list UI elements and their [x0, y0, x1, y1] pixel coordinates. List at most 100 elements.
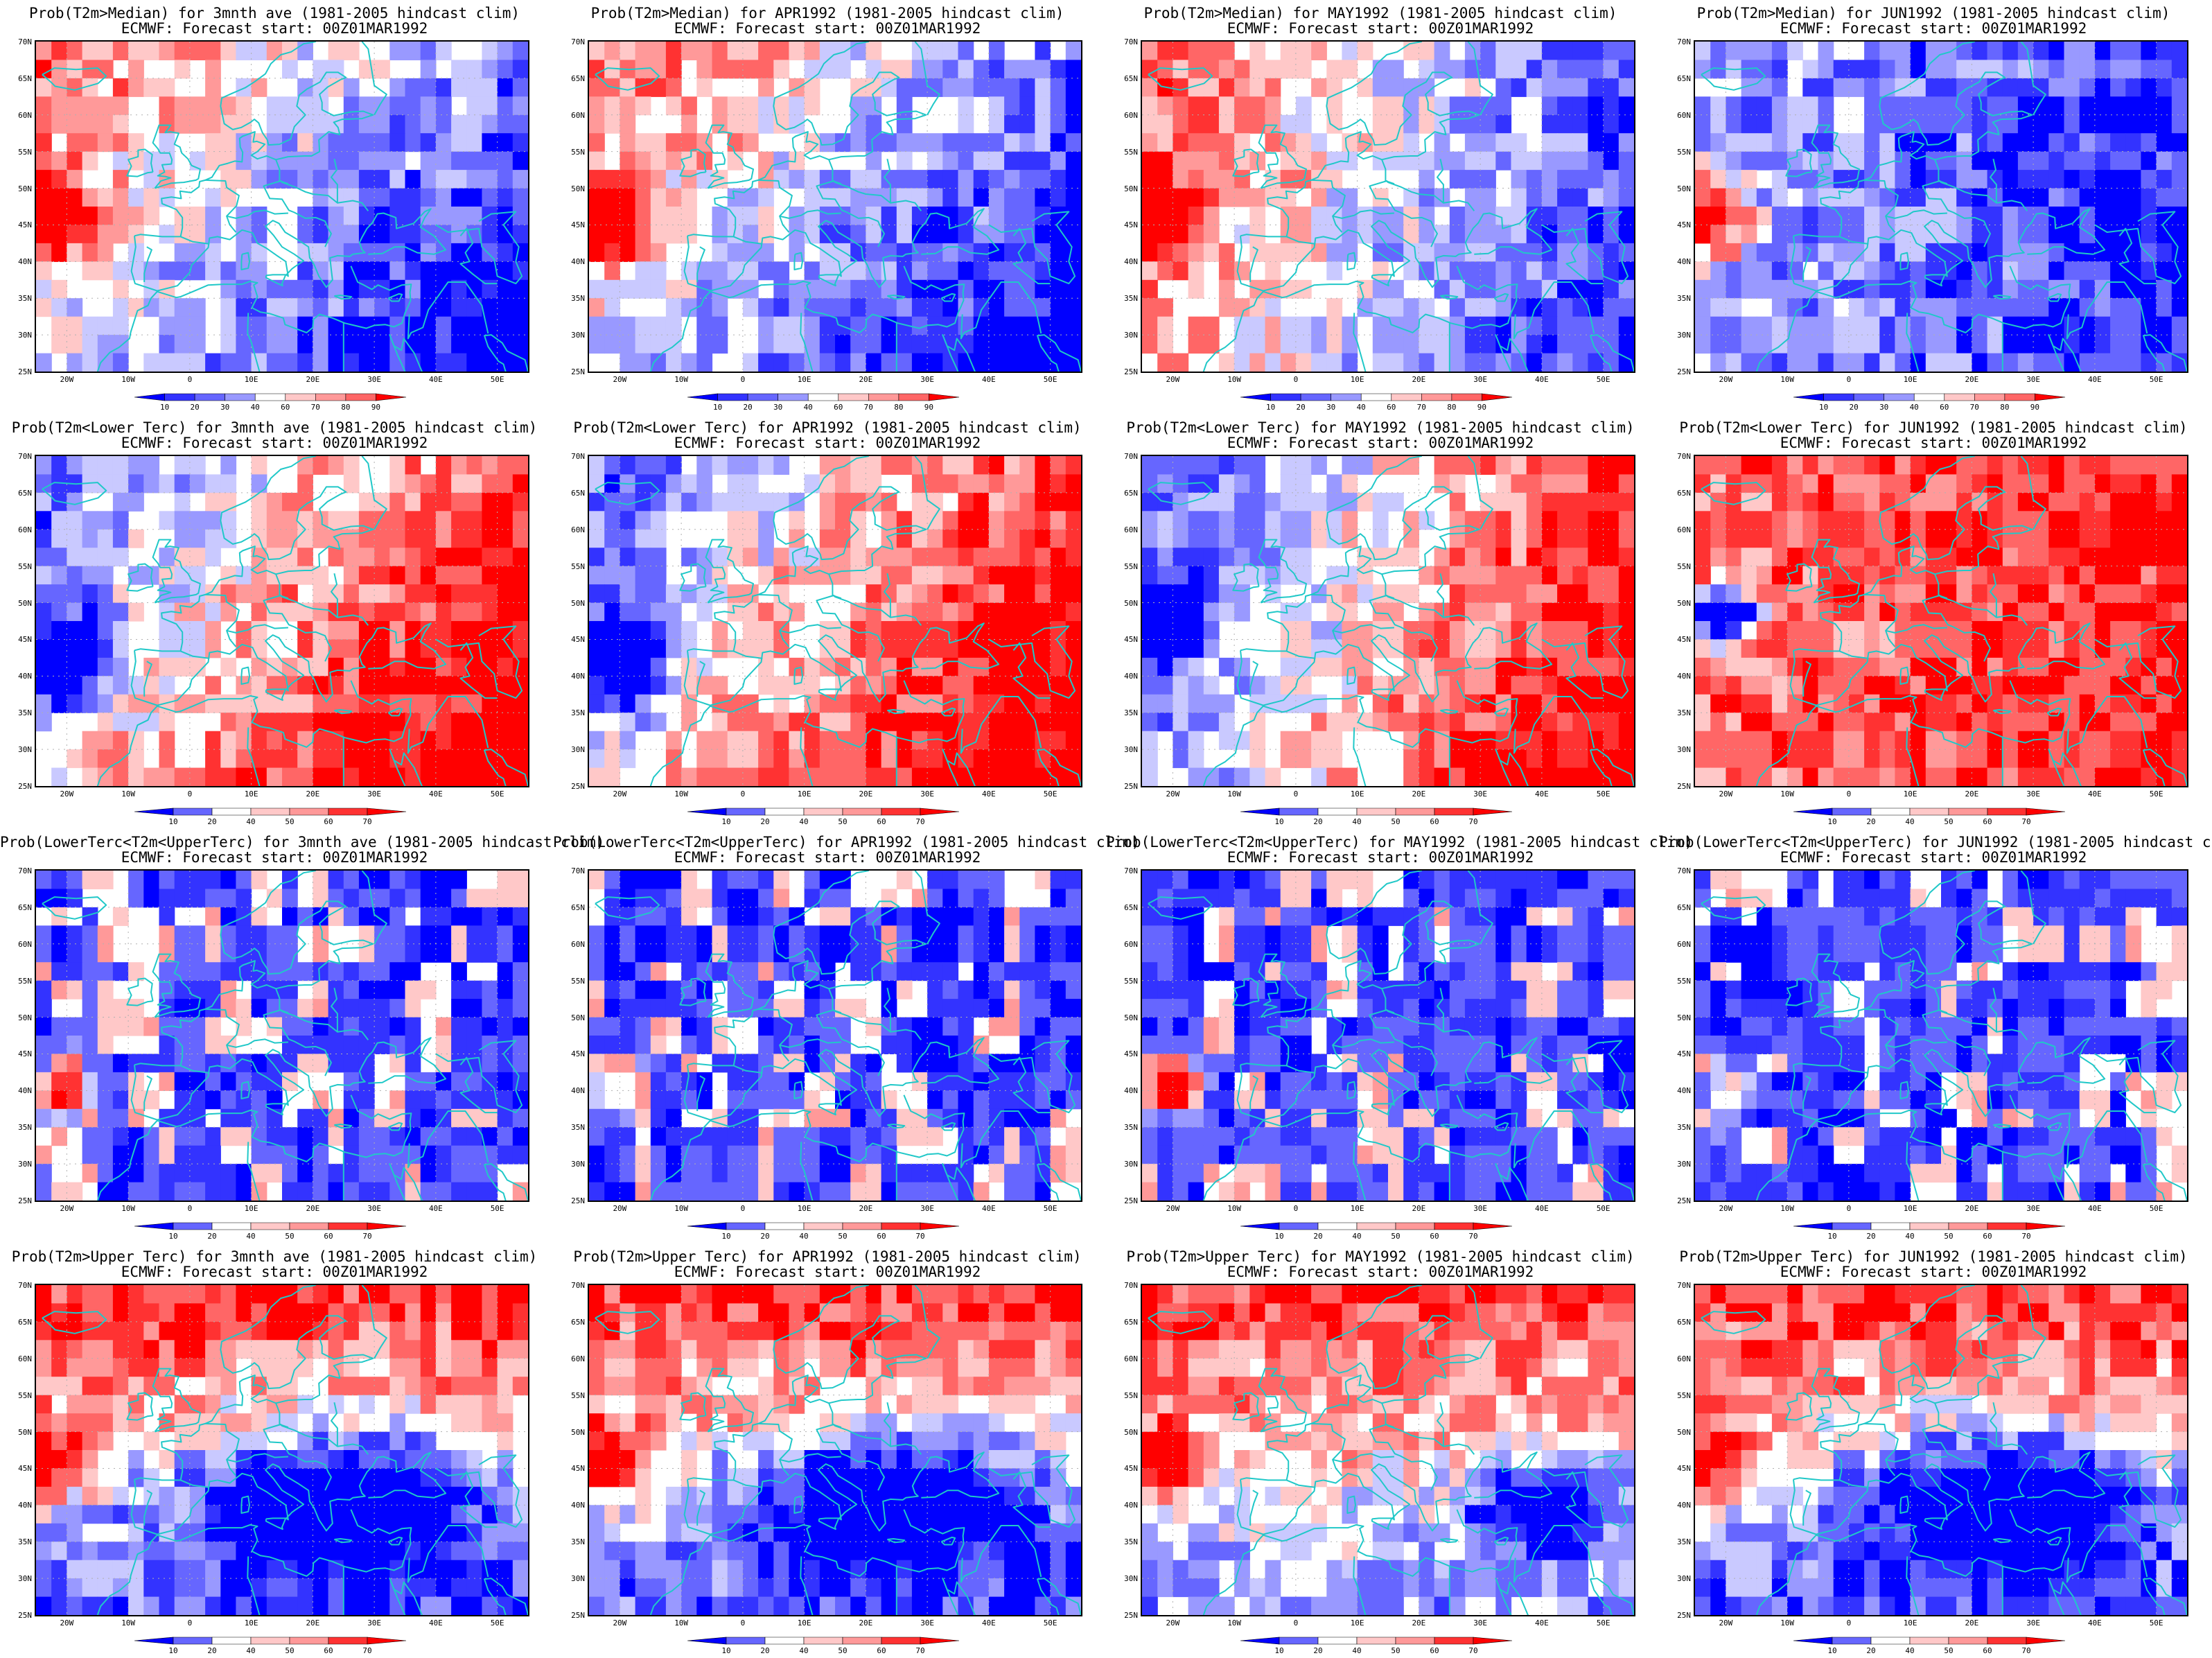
coastline — [2143, 334, 2187, 372]
probability-cell — [405, 170, 421, 189]
lon-tick-label: 10W — [1227, 789, 1242, 799]
probability-cell — [958, 114, 974, 134]
probability-cell — [789, 676, 805, 695]
probability-cell — [1864, 474, 1880, 494]
probability-cell — [727, 749, 744, 769]
probability-cell — [973, 492, 990, 512]
probability-cell — [435, 225, 452, 244]
probability-cell — [2125, 335, 2142, 354]
colorbar-tick-label: 40 — [799, 817, 808, 826]
probability-cell — [128, 566, 144, 585]
probability-cell — [1526, 694, 1543, 713]
probability-cell — [1434, 713, 1450, 732]
probability-cell — [205, 114, 221, 134]
probability-cell — [1741, 676, 1757, 695]
probability-cell — [1173, 657, 1189, 677]
probability-cell — [1065, 584, 1081, 604]
probability-cell — [1802, 676, 1819, 695]
coastline — [1495, 749, 1529, 786]
probability-cell — [1588, 243, 1604, 262]
probability-cell — [1864, 529, 1880, 548]
probability-cell — [451, 925, 467, 945]
probability-cell — [1787, 713, 1803, 732]
probability-cell — [2033, 243, 2049, 262]
probability-cell — [1987, 225, 2003, 244]
panel-title: Prob(T2m>Median) for 3mnth ave (1981-200… — [28, 5, 520, 21]
probability-cell — [51, 151, 67, 171]
lat-tick-label: 60N — [571, 525, 585, 534]
probability-cell — [1895, 60, 1911, 79]
probability-cell — [942, 566, 959, 585]
coastline — [1467, 456, 1493, 530]
probability-cell — [1972, 60, 1988, 79]
probability-cell — [1818, 207, 1834, 225]
probability-cell — [205, 602, 221, 622]
probability-cell — [1019, 188, 1036, 207]
probability-cell — [512, 279, 528, 299]
coastline — [1353, 727, 1367, 786]
probability-cell — [1848, 456, 1865, 475]
probability-cell — [1218, 529, 1235, 548]
probability-cell — [466, 980, 483, 1000]
probability-cell — [2094, 731, 2111, 750]
probability-cell — [2033, 474, 2049, 494]
probability-cell — [1188, 60, 1204, 79]
coastline — [435, 625, 523, 699]
probability-cell — [1203, 639, 1220, 658]
colorbar-swatch — [1395, 808, 1435, 816]
probability-cell — [251, 657, 267, 677]
probability-cell — [835, 335, 851, 354]
probability-cell — [2125, 749, 2142, 769]
probability-cell — [1771, 566, 1788, 585]
probability-cell — [451, 657, 467, 677]
probability-cell — [420, 871, 437, 889]
probability-cell — [650, 529, 667, 548]
probability-cell — [927, 749, 943, 769]
probability-cell — [358, 907, 375, 926]
probability-cell — [128, 60, 144, 79]
probability-cell — [435, 170, 452, 189]
probability-cell — [1741, 694, 1757, 713]
colorbar-tick-label: 10 — [168, 817, 177, 826]
probability-cell — [497, 78, 514, 97]
probability-cell — [589, 298, 605, 317]
lat-tick-label: 45N — [1124, 220, 1138, 230]
probability-field — [36, 456, 528, 786]
probability-cell — [1557, 243, 1573, 262]
probability-cell — [1557, 694, 1573, 713]
colorbar-swatch — [1270, 393, 1301, 401]
probability-cell — [1280, 474, 1297, 494]
probability-cell — [112, 279, 129, 299]
probability-cell — [620, 639, 636, 658]
probability-cell — [973, 243, 990, 262]
probability-cell — [420, 676, 437, 695]
probability-cell — [497, 316, 514, 335]
probability-cell — [389, 657, 406, 677]
probability-cell — [374, 602, 390, 622]
probability-cell — [850, 676, 866, 695]
probability-cell — [466, 731, 483, 750]
probability-cell — [1541, 731, 1558, 750]
probability-cell — [1265, 298, 1281, 317]
probability-cell — [1218, 548, 1235, 567]
probability-cell — [1695, 548, 1711, 567]
probability-cell — [2156, 456, 2172, 475]
probability-cell — [51, 243, 67, 262]
colorbar-swatch — [1987, 808, 2027, 816]
probability-cell — [712, 298, 728, 317]
lat-tick-label: 35N — [571, 294, 585, 304]
probability-cell — [1695, 657, 1711, 677]
probability-cell — [1295, 731, 1312, 750]
probability-cell — [1311, 188, 1327, 207]
coastline — [1495, 334, 1529, 372]
probability-cell — [389, 529, 406, 548]
probability-cell — [1987, 511, 2003, 530]
probability-cell — [1572, 492, 1589, 512]
probability-cell — [804, 676, 820, 695]
probability-cell — [143, 657, 160, 677]
probability-cell — [896, 207, 913, 225]
probability-cell — [1449, 335, 1466, 354]
probability-cell — [1464, 767, 1481, 786]
probability-cell — [67, 114, 83, 134]
probability-cell — [835, 474, 851, 494]
